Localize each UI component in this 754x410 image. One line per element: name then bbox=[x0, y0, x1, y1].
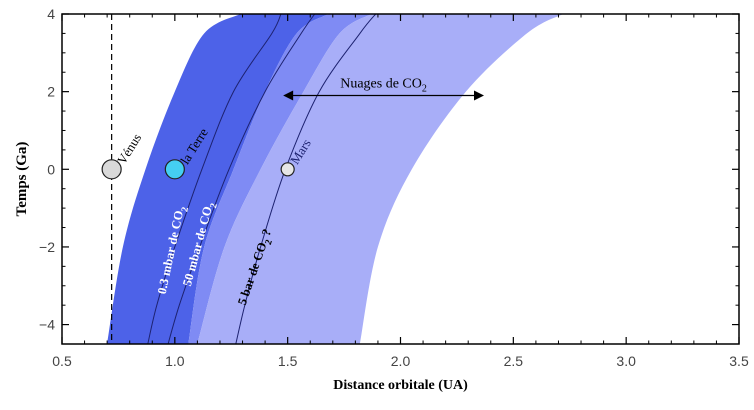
co2-curve-1 bbox=[147, 14, 282, 344]
y-tick-label-1: 2 bbox=[47, 84, 55, 100]
label-co2_5bar-sub: 2 bbox=[264, 238, 275, 246]
x-tick-label-3: 2.0 bbox=[391, 353, 411, 369]
planet-2-marker bbox=[164, 159, 185, 180]
habitable-zone-bands bbox=[107, 14, 563, 344]
clouds-arrow-left-head bbox=[283, 90, 294, 101]
y-tick-label-3: −2 bbox=[39, 239, 55, 255]
clouds-label-sub: 2 bbox=[422, 84, 427, 95]
clouds-arrow-right-head bbox=[473, 90, 484, 101]
y-tick-label-0: 4 bbox=[47, 6, 55, 22]
x-tick-label-6: 3.5 bbox=[729, 353, 749, 369]
co2-curve-2 bbox=[167, 14, 316, 344]
planet-1-label: Vénus bbox=[114, 131, 144, 167]
clouds-label: Nuages de CO2 bbox=[340, 77, 427, 95]
label-co2_50-sub: 2 bbox=[209, 202, 220, 209]
y-tick-label-4: −4 bbox=[39, 317, 55, 333]
zone-band-1 bbox=[107, 14, 329, 344]
clouds-label-main: Nuages de CO bbox=[340, 77, 422, 92]
label-co2_5bar-tail: ? bbox=[258, 227, 274, 240]
planet-1-marker bbox=[101, 159, 122, 180]
planet-3-marker bbox=[280, 162, 295, 177]
x-tick-label-1: 1.0 bbox=[165, 353, 185, 369]
y-axis-label: Temps (Ga) bbox=[14, 142, 30, 217]
planet-markers: Vénus la Terre Mars bbox=[101, 125, 314, 180]
zone-band-2 bbox=[188, 14, 372, 344]
x-tick-label-5: 3.0 bbox=[616, 353, 636, 369]
zone-band-3 bbox=[197, 14, 563, 344]
x-tick-label-2: 1.5 bbox=[278, 353, 298, 369]
y-tick-label-2: 0 bbox=[47, 161, 55, 177]
label-co2_03-sub: 2 bbox=[180, 206, 191, 213]
axis-ticks: 0.5 1.0 1.5 2.0 2.5 3.0 3.5 4 2 0 −2 −4 bbox=[39, 6, 749, 369]
x-tick-label-0: 0.5 bbox=[52, 353, 72, 369]
x-axis-label: Distance orbitale (UA) bbox=[333, 378, 468, 393]
x-tick-label-4: 2.5 bbox=[504, 353, 524, 369]
